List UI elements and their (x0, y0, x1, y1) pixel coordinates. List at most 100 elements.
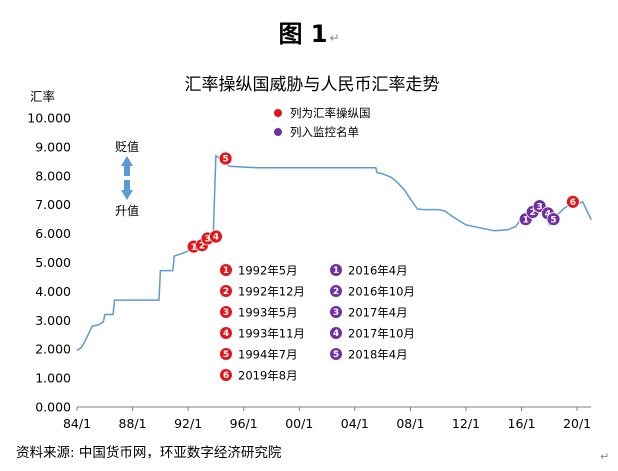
event-list-label: 2017年10月 (348, 327, 415, 341)
legend-label: 列入监控名单 (290, 125, 359, 139)
series-point (416, 208, 418, 210)
return-mark: ↵ (329, 31, 340, 45)
x-tick-label: 12/1 (452, 416, 480, 431)
legend-marker (274, 109, 282, 117)
series-point (172, 270, 174, 272)
series-point (437, 209, 439, 211)
series-point (215, 155, 217, 157)
event-badge (218, 151, 233, 166)
series-point (112, 313, 114, 316)
figure-title-text: 图 1 (278, 20, 328, 48)
event-list-marker (220, 285, 232, 297)
event-badge (566, 194, 580, 209)
event-list-label: 2016年10月 (348, 285, 415, 299)
event-list-number: 1 (223, 266, 229, 276)
series-point (113, 299, 116, 301)
y-tick-label: 0.000 (35, 400, 71, 415)
series-point (479, 227, 481, 229)
series-point (243, 166, 245, 168)
event-list-number: 1 (333, 266, 339, 276)
event-list-label: 2019年8月 (238, 369, 298, 383)
event-list-label: 1993年5月 (238, 306, 298, 320)
source-note: 资料来源: 中国货币网，环亚数字经济研究院 (16, 445, 282, 461)
series-point (515, 225, 517, 227)
event-list-number: 3 (223, 308, 229, 318)
series-point (98, 324, 100, 326)
series-point (382, 173, 384, 175)
event-badge-number: 4 (213, 233, 219, 243)
event-list-number: 3 (333, 308, 339, 318)
y-tick-label: 1.000 (35, 371, 71, 386)
series-point (376, 172, 378, 174)
event-list: 1 1992年5月 2 1992年12月 3 1993年5月 4 1993年11月 5 1994年… (220, 264, 415, 383)
y-tick-label: 8.000 (35, 168, 71, 183)
y-tick-label: 5.000 (35, 255, 71, 270)
series-point (173, 255, 175, 257)
event-badge-number: 6 (570, 198, 576, 208)
series-point (402, 188, 405, 190)
event-list-number: 5 (333, 350, 339, 360)
series-point (493, 230, 495, 232)
y-tick-label: 4.000 (35, 284, 71, 299)
y-axis-label: 汇率 (30, 89, 55, 104)
line-layer (76, 154, 592, 351)
series-point (88, 331, 91, 333)
series-point (587, 212, 589, 214)
series-point (507, 229, 509, 231)
event-badge (208, 229, 223, 244)
event-list-marker (330, 264, 342, 276)
down-arrow-icon (121, 190, 133, 200)
event-list-marker (330, 306, 342, 318)
event-list-label: 2017年4月 (348, 306, 408, 320)
series-point (375, 167, 377, 169)
series-point (465, 224, 467, 226)
x-tick-label: 84/1 (63, 416, 91, 431)
series-line (76, 154, 592, 351)
y-tick-label: 7.000 (35, 197, 71, 212)
event-badge-number: 5 (550, 215, 556, 225)
series-point (84, 339, 86, 342)
event-list-marker (220, 327, 232, 339)
event-list-marker (330, 348, 342, 360)
series-point (390, 176, 392, 178)
axes: 0.000 1.000 2.000 3.000 4.000 5.000 6.000 7.000… (27, 111, 591, 432)
event-list-marker (330, 285, 342, 297)
event-badge-number: 3 (204, 235, 210, 245)
event-list-marker (220, 348, 232, 360)
series-point (590, 218, 592, 220)
end-return-mark: ↵ (600, 450, 610, 463)
series-point (229, 165, 231, 167)
series-point (562, 208, 564, 210)
series-point (91, 325, 93, 327)
event-list-label: 1994年7月 (238, 348, 298, 362)
x-tick-label: 00/1 (285, 416, 313, 431)
x-tick-label: 08/1 (396, 416, 424, 431)
series-point (458, 220, 460, 222)
y-tick-label: 3.000 (35, 313, 71, 328)
event-list-label: 1993年11月 (238, 327, 305, 341)
event-list-label: 1992年5月 (238, 264, 298, 278)
up-arrow-icon (121, 156, 133, 166)
x-tick-label: 92/1 (174, 416, 202, 431)
series-point (80, 347, 82, 349)
event-list-label: 1992年12月 (238, 285, 305, 299)
event-badge-number: 2 (530, 208, 536, 218)
legend-marker (274, 128, 282, 136)
y-tick-label: 2.000 (35, 342, 71, 357)
series-point (159, 270, 161, 272)
x-tick-label: 88/1 (119, 416, 147, 431)
event-badge-number: 1 (191, 243, 197, 253)
down-arrow-shaft (124, 180, 130, 190)
event-list-label: 2016年4月 (348, 264, 408, 278)
event-badge-number: 1 (523, 215, 529, 225)
event-list-marker (220, 264, 232, 276)
x-tick-label: 96/1 (230, 416, 258, 431)
event-list-number: 4 (333, 329, 339, 339)
event-list-label: 2018年4月 (348, 348, 408, 362)
series-point (104, 313, 106, 316)
up-arrow-shaft (124, 166, 130, 176)
series-point (102, 321, 104, 323)
